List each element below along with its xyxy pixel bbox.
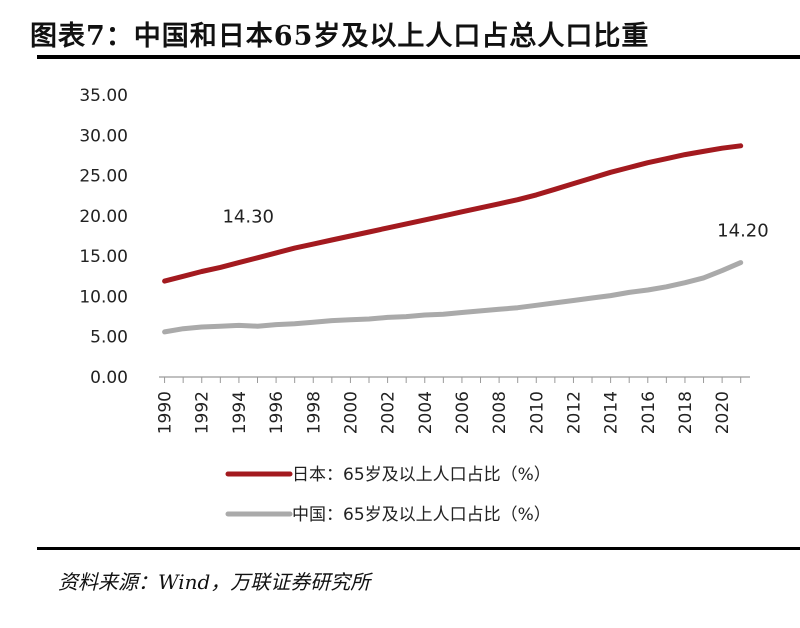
x-tick-label: 2016 (639, 391, 659, 434)
figure-title: 图表7：中国和日本65岁及以上人口占总人口比重 (30, 21, 650, 52)
series-line-1 (162, 260, 744, 335)
y-tick-label: 25.00 (79, 167, 128, 187)
x-tick-label: 1990 (156, 391, 176, 434)
x-axis: 1990 1992 1994 1996 1998 2000 2002 2004 2006 2008… (156, 376, 750, 434)
x-tick-label: 2012 (564, 391, 584, 434)
y-tick-label: 35.00 (79, 86, 128, 106)
line-chart: 0.00 5.00 10.00 15.00 20.00 25.00 30.00 35.00 1… (79, 86, 768, 525)
source-note: 资料来源：Wind，万联证券研究所 (58, 570, 371, 594)
x-tick-label: 2000 (341, 391, 361, 434)
top-rule (37, 55, 800, 59)
x-tick-label: 2002 (379, 391, 399, 434)
y-tick-label: 30.00 (79, 126, 128, 146)
y-tick-label: 5.00 (90, 328, 128, 348)
x-tick-label: 2018 (676, 391, 696, 434)
series-lines (162, 143, 744, 335)
x-tick-label: 1992 (193, 391, 213, 434)
y-axis: 0.00 5.00 10.00 15.00 20.00 25.00 30.00 35.00 (79, 86, 128, 388)
x-tick-label: 2020 (713, 391, 733, 434)
y-tick-label: 15.00 (79, 247, 128, 267)
y-tick-label: 20.00 (79, 207, 128, 227)
legend-label-0: 日本：65岁及以上人口占比（%） (292, 465, 551, 485)
x-tick-label: 1994 (230, 391, 250, 434)
legend-label-1: 中国：65岁及以上人口占比（%） (292, 505, 551, 525)
x-tick-label: 1996 (267, 391, 287, 434)
legend: 日本：65岁及以上人口占比（%） 中国：65岁及以上人口占比（%） (225, 465, 551, 525)
y-tick-label: 0.00 (90, 368, 128, 388)
x-tick-label: 2014 (602, 391, 622, 434)
x-tick-label: 2010 (527, 391, 547, 434)
bottom-rule (37, 547, 800, 550)
x-tick-label: 2008 (490, 391, 510, 434)
japan-data-label: 14.30 (222, 207, 274, 228)
series-line-0 (162, 143, 744, 284)
y-tick-label: 10.00 (79, 287, 128, 307)
x-tick-label: 2006 (453, 391, 473, 434)
china-data-label: 14.20 (717, 221, 769, 242)
x-tick-label: 1998 (304, 391, 324, 434)
data-labels: 14.30 14.20 (222, 207, 768, 242)
x-tick-label: 2004 (416, 391, 436, 434)
